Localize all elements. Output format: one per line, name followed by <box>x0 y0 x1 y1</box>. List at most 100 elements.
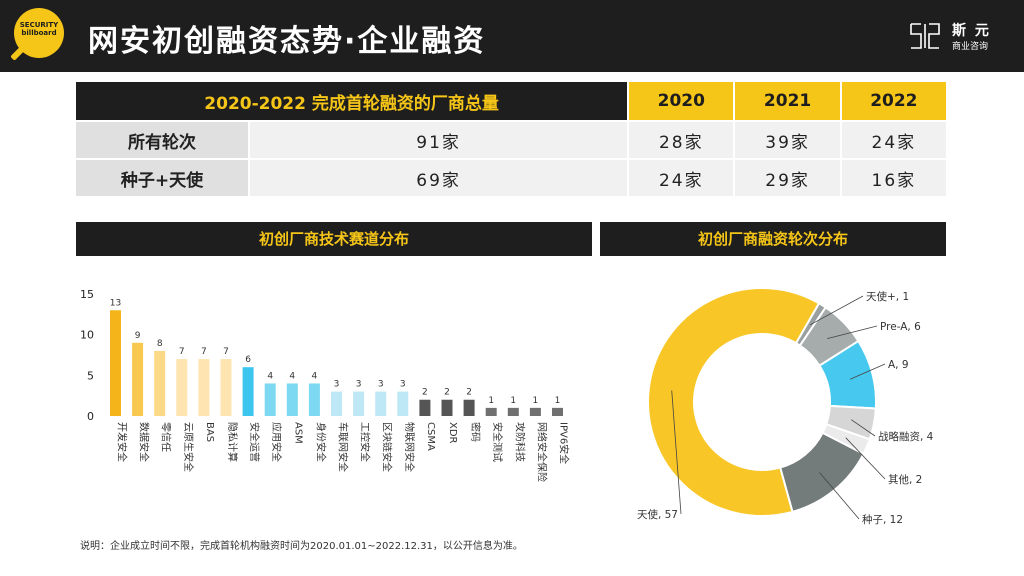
bar <box>132 342 144 416</box>
y-tick-label: 5 <box>87 369 94 382</box>
donut-leader-line <box>849 363 886 380</box>
donut-leader-line <box>671 390 682 515</box>
row-value: 24家 <box>627 158 734 196</box>
table-row: 所有轮次 91家 28家 39家 24家 <box>76 120 946 158</box>
tech-bar-chart: 05101513开发安全9数据安全8零信任7云原生安全7BAS7隐私计算6安全运… <box>80 288 571 482</box>
row-value: 39家 <box>733 120 840 158</box>
bar-value-label: 7 <box>223 347 229 357</box>
bar <box>375 391 387 416</box>
round-donut-chart: 天使+, 1 Pre-A, 6 A, 9 战略融资, 4 其他, 2 种子, 12 天使, … <box>637 287 934 526</box>
bar <box>507 407 519 416</box>
round-chart-title: 初创厂商融资轮次分布 <box>600 222 946 256</box>
donut-slice-label: A, 9 <box>888 359 909 371</box>
row-total: 91家 <box>248 120 628 158</box>
footnote: 说明：企业成立时间不限，完成首轮机构融资时间为2020.01.01~2022.1… <box>80 541 523 552</box>
x-category-label: 数据安全 <box>138 422 151 462</box>
bar <box>308 383 320 416</box>
year-header: 2020 <box>627 82 734 120</box>
bar-value-label: 7 <box>201 347 207 357</box>
bar <box>485 407 497 416</box>
tech-chart-title: 初创厂商技术赛道分布 <box>76 222 592 256</box>
year-header: 2022 <box>839 82 946 120</box>
x-category-label: 工控安全 <box>359 422 372 462</box>
x-category-label: 云原生安全 <box>182 422 195 472</box>
bar <box>397 391 409 416</box>
security-billboard-logo: SECURITY billboard <box>14 8 64 58</box>
donut-slice-label: 天使+, 1 <box>866 290 909 303</box>
x-category-label: 应用安全 <box>270 422 283 462</box>
row-value: 28家 <box>627 120 734 158</box>
bar-value-label: 1 <box>510 396 516 406</box>
bar-value-label: 9 <box>135 331 141 341</box>
bar <box>286 383 298 416</box>
x-category-label: 物联网安全 <box>403 422 416 472</box>
x-category-label: 开发安全 <box>116 422 129 462</box>
bar-value-label: 2 <box>466 388 472 398</box>
donut-slice <box>647 287 821 517</box>
bar <box>264 383 276 416</box>
row-value: 24家 <box>839 120 946 158</box>
bar-value-label: 1 <box>533 396 539 406</box>
header-bar: SECURITY billboard 网安初创融资态势·企业融资 斯 元 商业咨… <box>0 0 1024 72</box>
bar <box>529 407 541 416</box>
x-category-label: 密码 <box>469 422 482 442</box>
x-category-label: 攻防科技 <box>513 422 526 462</box>
bar-value-label: 3 <box>378 380 384 390</box>
funding-summary-table: 2020-2022 完成首轮融资的厂商总量 2020 2021 2022 所有轮… <box>76 82 946 196</box>
brand-name: 斯 元 <box>952 23 991 39</box>
bar-value-label: 2 <box>444 388 450 398</box>
x-category-label: 区块链安全 <box>381 422 394 472</box>
donut-slice-label: 战略融资, 4 <box>878 430 934 443</box>
donut-slice-label: 其他, 2 <box>888 473 922 486</box>
page-title: 网安初创融资态势·企业融资 <box>88 24 486 59</box>
donut-slice-label: 天使, 57 <box>637 508 678 521</box>
x-category-label: XDR <box>447 422 458 444</box>
bar-value-label: 6 <box>245 355 251 365</box>
row-value: 16家 <box>839 158 946 196</box>
bar-value-label: 8 <box>157 339 163 349</box>
bar <box>176 359 188 416</box>
bar <box>419 399 431 416</box>
bar-value-label: 4 <box>289 371 295 381</box>
y-tick-label: 15 <box>80 288 94 301</box>
x-category-label: 零信任 <box>160 422 173 452</box>
x-category-label: 身份安全 <box>314 422 327 462</box>
table-header-label: 2020-2022 完成首轮融资的厂商总量 <box>76 82 628 120</box>
row-label: 所有轮次 <box>76 120 248 158</box>
row-label: 种子+天使 <box>76 158 248 196</box>
y-tick-label: 10 <box>80 329 94 342</box>
bar-value-label: 1 <box>555 396 561 406</box>
bar-value-label: 1 <box>488 396 494 406</box>
donut-leader-line <box>845 437 886 480</box>
donut-leader-line <box>819 472 860 520</box>
donut-leader-line <box>851 419 876 437</box>
year-header: 2021 <box>733 82 840 120</box>
table-header-row: 2020-2022 完成首轮融资的厂商总量 2020 2021 2022 <box>76 82 946 120</box>
x-category-label: 安全测试 <box>491 422 504 462</box>
x-category-label: 隐私计算 <box>226 422 239 462</box>
x-category-label: ASM <box>292 422 303 444</box>
bar <box>441 399 453 416</box>
bar <box>154 350 166 416</box>
bar-value-label: 3 <box>356 380 362 390</box>
y-tick-label: 0 <box>87 410 94 423</box>
x-category-label: 安全运营 <box>248 422 261 462</box>
brand-mark-icon <box>910 23 940 49</box>
brand-subtitle: 商业咨询 <box>952 42 989 52</box>
bar-value-label: 7 <box>179 347 185 357</box>
bar <box>552 407 563 416</box>
donut-slice-label: 种子, 12 <box>862 513 903 526</box>
table-row: 种子+天使 69家 24家 29家 16家 <box>76 158 946 196</box>
bar-value-label: 13 <box>110 298 121 308</box>
donut-leader-line <box>827 325 878 339</box>
bar-value-label: 4 <box>312 371 318 381</box>
bar <box>353 391 365 416</box>
bar <box>220 359 232 416</box>
x-category-label: CSMA <box>425 422 436 451</box>
bar-value-label: 2 <box>422 388 428 398</box>
bar-value-label: 3 <box>400 380 406 390</box>
row-total: 69家 <box>248 158 628 196</box>
donut-slice-label: Pre-A, 6 <box>880 321 921 333</box>
bar <box>463 399 475 416</box>
x-category-label: BAS <box>204 422 215 442</box>
